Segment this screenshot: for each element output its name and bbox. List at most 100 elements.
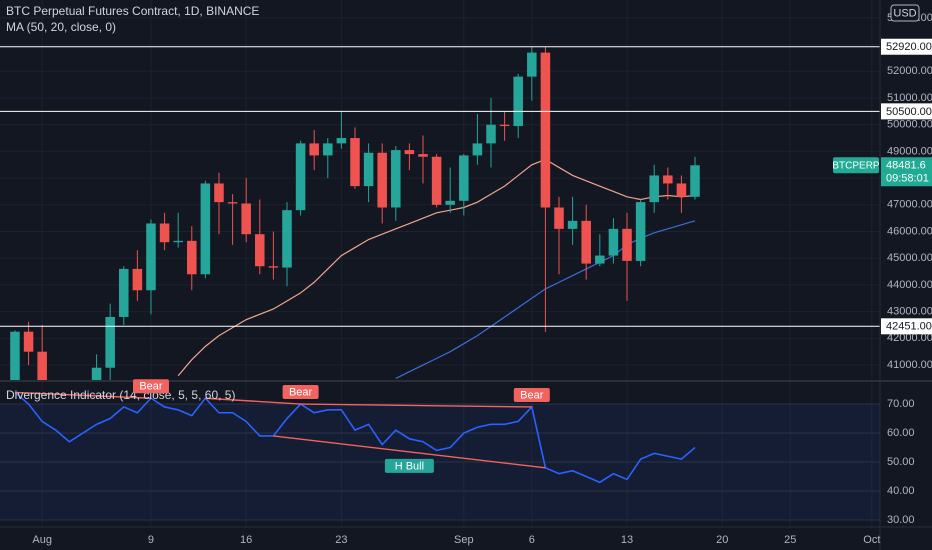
candle-body xyxy=(513,76,523,127)
y-tick-label: 52000.00 xyxy=(887,65,932,77)
x-tick-label: 16 xyxy=(240,534,252,546)
candle-body xyxy=(10,331,20,380)
candle-body xyxy=(391,150,401,208)
level-label-box xyxy=(881,38,932,55)
x-tick-label: 23 xyxy=(335,534,347,546)
candle-body xyxy=(377,152,387,208)
candle-body xyxy=(663,175,673,184)
x-tick-label: 25 xyxy=(784,534,796,546)
candle-body xyxy=(527,52,537,77)
divergence-line xyxy=(300,403,532,408)
x-tick-label: Oct xyxy=(863,534,880,546)
divergence-label: Bear xyxy=(289,386,313,398)
candle-body xyxy=(459,155,469,201)
x-tick-label: 13 xyxy=(621,534,633,546)
y-tick-label: 50000.00 xyxy=(887,119,932,131)
level-label-box xyxy=(881,318,932,335)
candle-body xyxy=(595,255,605,264)
symbol-title: BTC Perpetual Futures Contract, 1D, BINA… xyxy=(6,4,259,18)
candle-body xyxy=(676,183,687,197)
candle-body xyxy=(350,138,360,187)
symbol-tag: BTCPERP xyxy=(832,160,880,171)
candle-body xyxy=(622,228,632,261)
candle-body xyxy=(649,175,659,203)
candle-body xyxy=(431,156,442,205)
x-tick-label: Sep xyxy=(454,534,474,546)
y-tick-label: 51000.00 xyxy=(887,92,932,104)
divergence-label-box xyxy=(513,387,550,402)
y-tick-label: 44000.00 xyxy=(887,279,932,291)
y-tick-label: 49000.00 xyxy=(887,145,932,157)
candle-body xyxy=(540,52,551,208)
indicator-tick-label: 40.00 xyxy=(887,485,915,497)
candle-body xyxy=(214,183,224,203)
candle-body xyxy=(132,268,143,291)
y-tick-label: 41000.00 xyxy=(887,359,932,371)
currency[interactable]: USD xyxy=(893,7,916,19)
price-pane xyxy=(0,46,880,380)
divergence-label: Bear xyxy=(520,389,544,401)
countdown: 09:58:01 xyxy=(886,173,929,185)
y-tick-label: 43000.00 xyxy=(887,306,932,318)
y-tick-label: 46000.00 xyxy=(887,225,932,237)
divergence-label-box xyxy=(384,458,434,473)
candle-body xyxy=(486,124,496,144)
y-tick-label: 42000.00 xyxy=(887,332,932,344)
candle-body xyxy=(119,268,129,317)
moving-average xyxy=(177,158,696,377)
candle-body xyxy=(690,165,700,197)
candle-body xyxy=(608,228,619,256)
candle-body xyxy=(499,124,510,127)
indicator-tick-label: 30.00 xyxy=(887,514,915,526)
candle-body xyxy=(91,367,102,380)
candle-body xyxy=(472,143,483,156)
divergence-label-box xyxy=(132,379,169,394)
last-price-box xyxy=(881,157,932,187)
candle-body xyxy=(37,351,47,380)
x-tick-label: 20 xyxy=(716,534,728,546)
candle-body xyxy=(567,220,578,229)
candle-body xyxy=(323,143,333,156)
level-label-box xyxy=(881,103,932,120)
ma-legend: MA (50, 20, close, 0) xyxy=(6,20,116,34)
candle-body xyxy=(187,240,197,275)
candle-body xyxy=(554,207,564,229)
grid xyxy=(0,0,880,527)
divergence-line xyxy=(273,435,546,469)
candle-body xyxy=(336,138,347,144)
divergence-label-box xyxy=(282,385,319,400)
candle-body xyxy=(404,150,415,155)
level-label: 50500.00 xyxy=(886,106,932,118)
level-label: 42451.00 xyxy=(886,321,932,333)
candle-body xyxy=(309,143,319,156)
candle-body xyxy=(241,203,251,235)
indicator-tick-label: 60.00 xyxy=(887,427,915,439)
y-tick-label: 47000.00 xyxy=(887,199,932,211)
currency-box[interactable] xyxy=(890,4,920,22)
candle-body xyxy=(159,223,170,243)
candle-body xyxy=(445,200,455,205)
divergence-line xyxy=(205,397,301,405)
candle-body xyxy=(268,266,279,268)
candle-body xyxy=(635,202,646,261)
indicator-pane xyxy=(0,391,880,521)
candle-body xyxy=(581,220,591,264)
indicator-title: Divergence Indicator (14, close, 5, 5, 6… xyxy=(6,388,235,402)
indicator-tick-label: 70.00 xyxy=(887,398,915,410)
candle-body xyxy=(282,210,292,268)
candle-body xyxy=(173,240,183,243)
candle-body xyxy=(227,202,238,204)
candle-body xyxy=(23,331,34,352)
candle-body xyxy=(418,154,428,157)
axes: Aug 9 16 23 Sep 6 13 20 25 Oct 41000.00 42000.00 430… xyxy=(32,12,932,546)
divergence-label: Bear xyxy=(139,381,163,393)
x-tick-label: 6 xyxy=(529,534,535,546)
symbol-tag-box xyxy=(833,157,879,174)
candle-body xyxy=(200,183,211,275)
divergence-line xyxy=(14,391,152,399)
divergence-label: H Bull xyxy=(395,460,424,472)
candle-body xyxy=(295,143,306,211)
candle-body xyxy=(255,234,265,267)
